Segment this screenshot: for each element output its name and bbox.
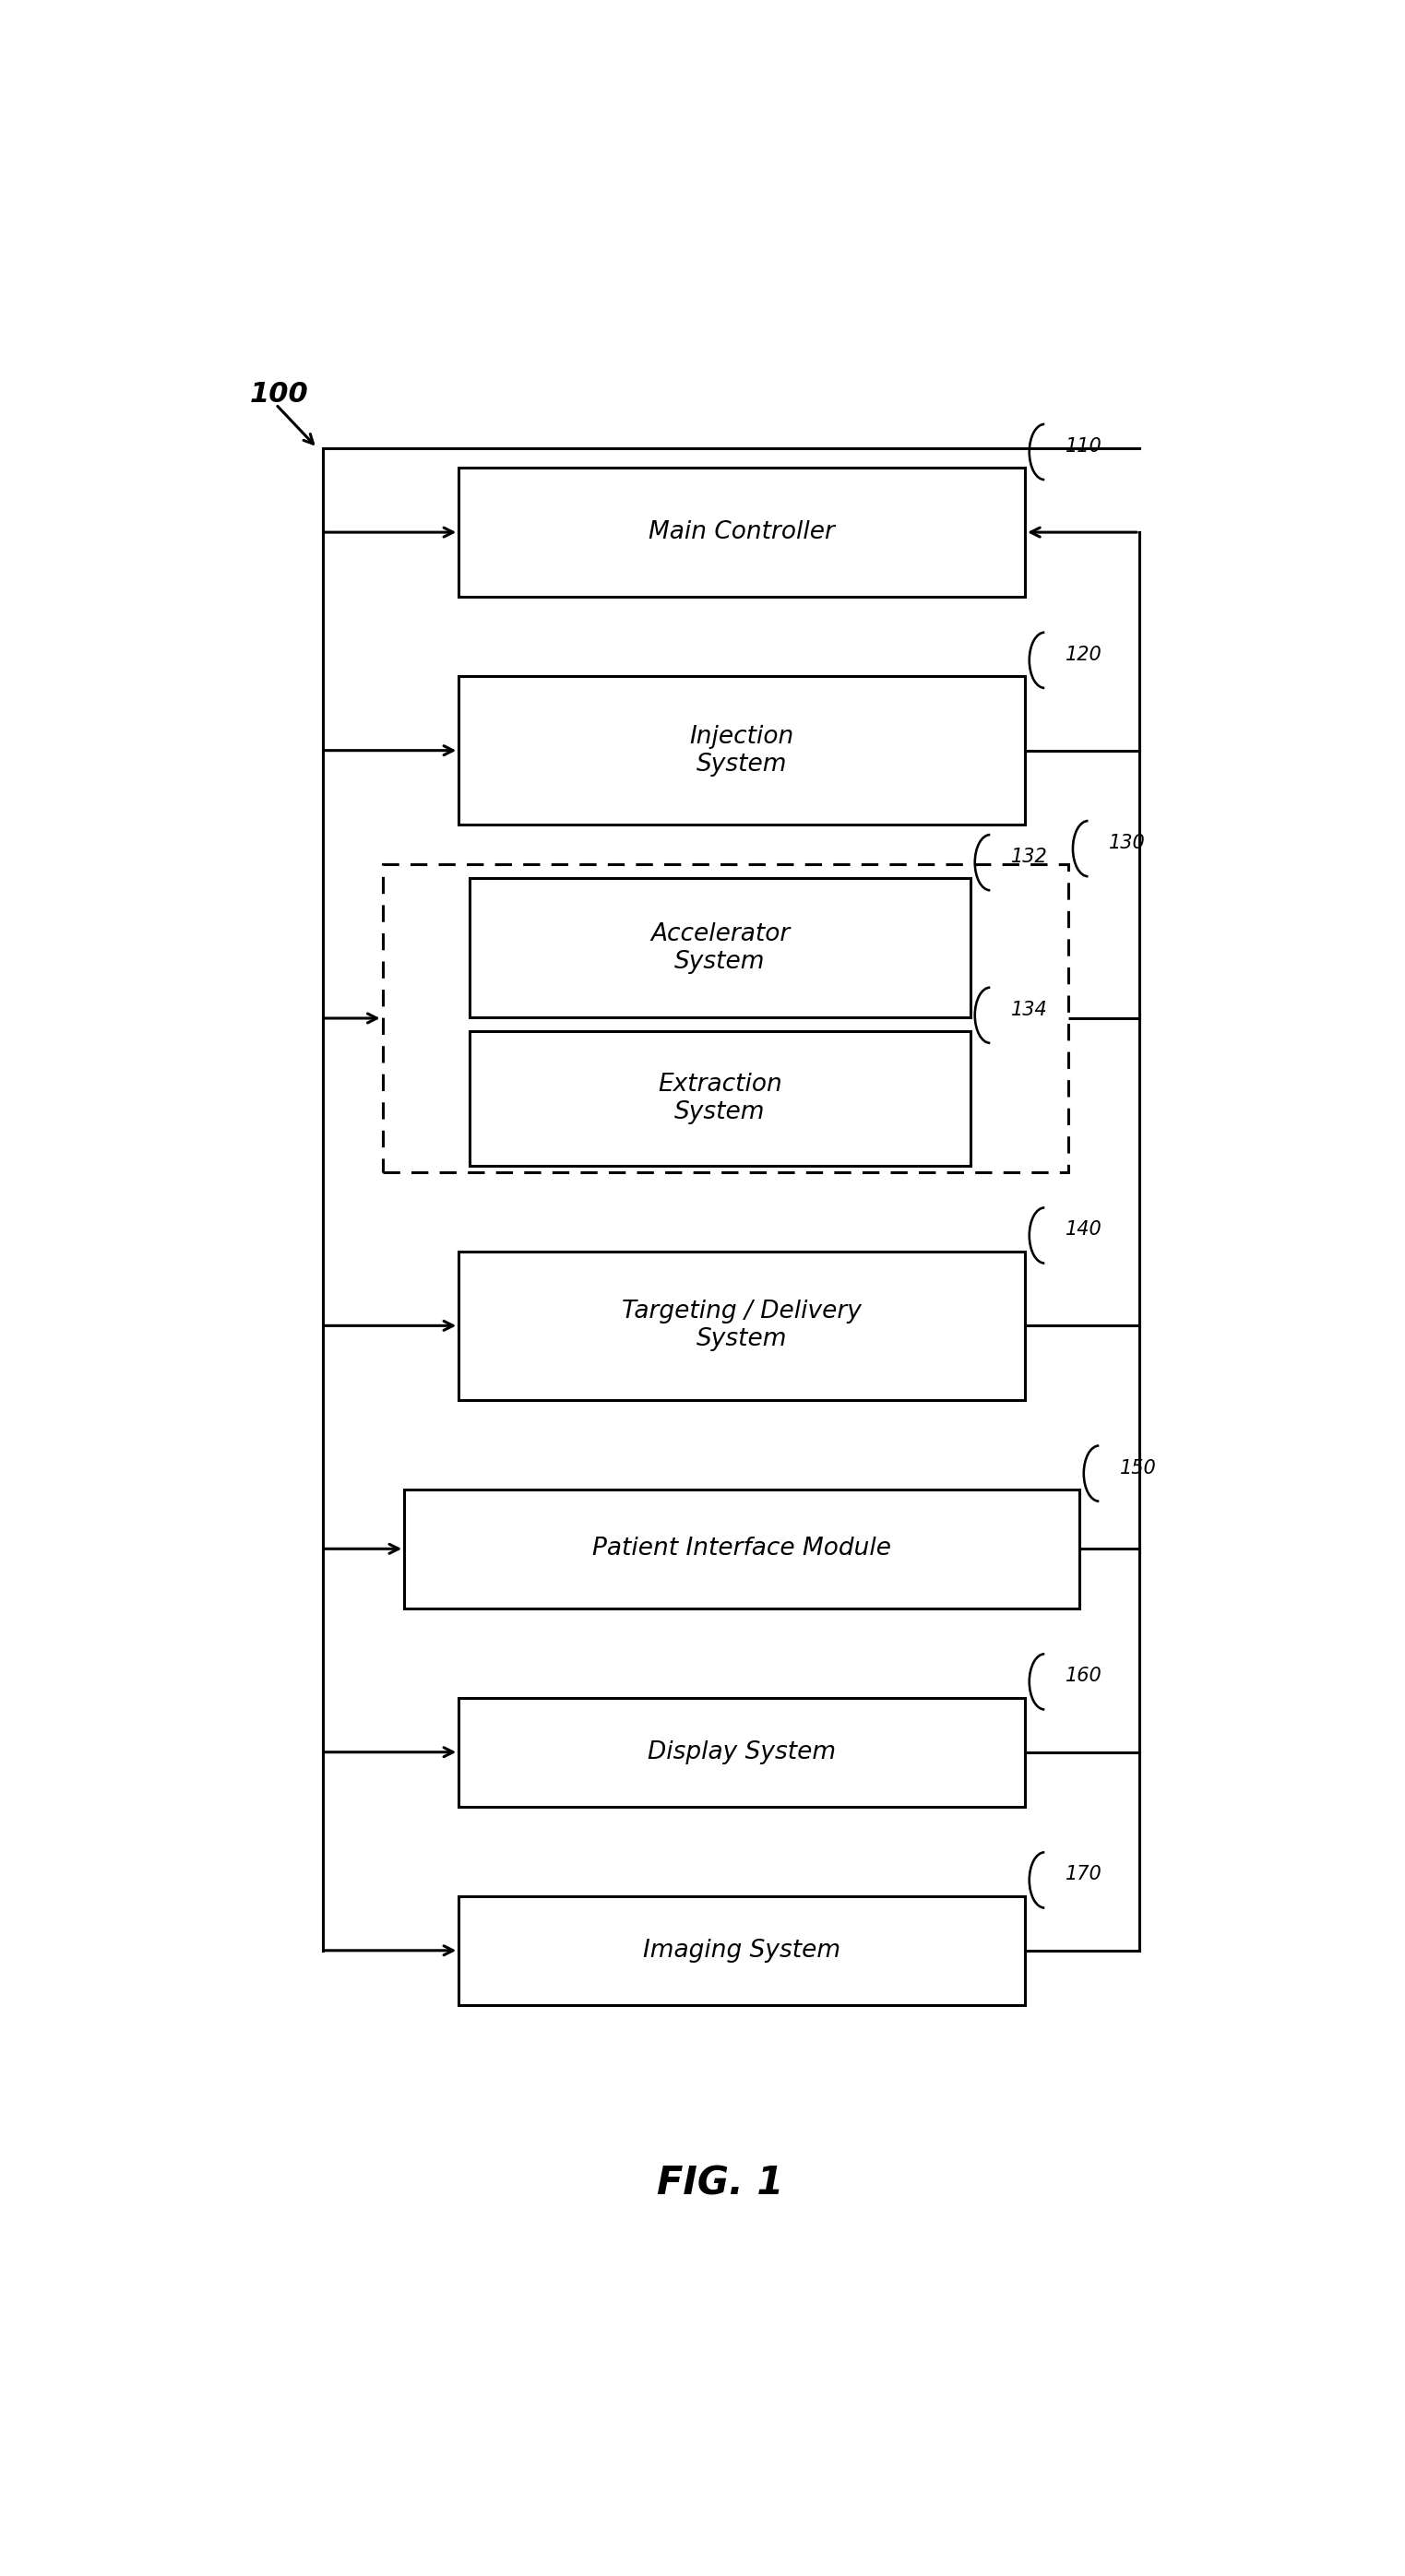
Text: 130: 130 <box>1109 835 1145 853</box>
Text: 170: 170 <box>1065 1865 1102 1883</box>
Text: 110: 110 <box>1065 438 1102 456</box>
Text: Display System: Display System <box>648 1741 836 1765</box>
Text: Imaging System: Imaging System <box>643 1940 840 1963</box>
Bar <box>405 1489 1079 1607</box>
Text: 100: 100 <box>250 381 309 407</box>
Text: Accelerator
System: Accelerator System <box>651 922 790 974</box>
Text: 132: 132 <box>1010 848 1048 866</box>
Bar <box>458 1896 1024 2004</box>
Bar <box>458 1698 1024 1806</box>
Bar <box>382 866 1068 1172</box>
Text: Main Controller: Main Controller <box>649 520 835 544</box>
Text: 140: 140 <box>1065 1221 1102 1239</box>
Bar <box>469 1030 971 1167</box>
Text: Injection
System: Injection System <box>690 724 794 775</box>
Bar <box>458 675 1024 824</box>
Text: Targeting / Delivery
System: Targeting / Delivery System <box>622 1301 861 1352</box>
Text: Patient Interface Module: Patient Interface Module <box>593 1538 891 1561</box>
Bar <box>458 469 1024 598</box>
Text: FIG. 1: FIG. 1 <box>656 2164 784 2202</box>
Text: 120: 120 <box>1065 647 1102 665</box>
Text: 150: 150 <box>1120 1458 1156 1476</box>
Text: 134: 134 <box>1010 999 1048 1020</box>
Text: 160: 160 <box>1065 1667 1102 1685</box>
Text: Extraction
System: Extraction System <box>658 1072 783 1123</box>
Bar <box>458 1252 1024 1401</box>
Bar <box>469 878 971 1018</box>
